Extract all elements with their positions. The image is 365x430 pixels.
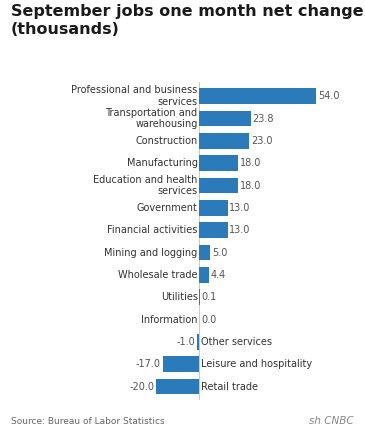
Text: Mining and logging: Mining and logging <box>104 248 198 258</box>
Text: -17.0: -17.0 <box>136 359 161 369</box>
Text: 13.0: 13.0 <box>229 225 251 235</box>
Bar <box>156 379 199 394</box>
Text: 13.0: 13.0 <box>229 203 251 213</box>
Text: 18.0: 18.0 <box>240 181 261 190</box>
Text: 18.0: 18.0 <box>240 158 261 168</box>
Text: Government: Government <box>137 203 198 213</box>
Bar <box>199 267 209 283</box>
Bar <box>199 89 316 104</box>
Bar <box>199 133 249 149</box>
Text: 0.0: 0.0 <box>201 314 216 325</box>
Text: Information: Information <box>141 314 198 325</box>
Text: Retail trade: Retail trade <box>201 381 258 391</box>
Bar <box>199 178 238 194</box>
Text: Professional and business
services: Professional and business services <box>72 86 198 107</box>
Text: September jobs one month net change
(thousands): September jobs one month net change (tho… <box>11 4 364 37</box>
Bar <box>199 200 227 216</box>
Text: Source: Bureau of Labor Statistics: Source: Bureau of Labor Statistics <box>11 417 165 426</box>
Text: -20.0: -20.0 <box>129 381 154 391</box>
Bar <box>199 245 210 260</box>
Bar <box>162 356 199 372</box>
Text: Construction: Construction <box>135 136 198 146</box>
Text: 5.0: 5.0 <box>212 248 227 258</box>
Text: Leisure and hospitality: Leisure and hospitality <box>201 359 312 369</box>
Bar <box>199 155 238 171</box>
Bar <box>197 334 199 350</box>
Text: Utilities: Utilities <box>161 292 198 302</box>
Text: Education and health
services: Education and health services <box>93 175 198 197</box>
Text: 54.0: 54.0 <box>318 91 340 101</box>
Text: -1.0: -1.0 <box>177 337 196 347</box>
Text: Transportation and
warehousing: Transportation and warehousing <box>105 108 198 129</box>
Bar <box>199 111 251 126</box>
Text: sh CNBC: sh CNBC <box>310 416 354 426</box>
Text: Financial activities: Financial activities <box>107 225 198 235</box>
Text: Wholesale trade: Wholesale trade <box>118 270 198 280</box>
Text: 23.0: 23.0 <box>251 136 272 146</box>
Text: Other services: Other services <box>201 337 272 347</box>
Text: 4.4: 4.4 <box>211 270 226 280</box>
Text: Manufacturing: Manufacturing <box>127 158 198 168</box>
Bar <box>199 222 227 238</box>
Text: 0.1: 0.1 <box>201 292 216 302</box>
Text: 23.8: 23.8 <box>253 114 274 123</box>
